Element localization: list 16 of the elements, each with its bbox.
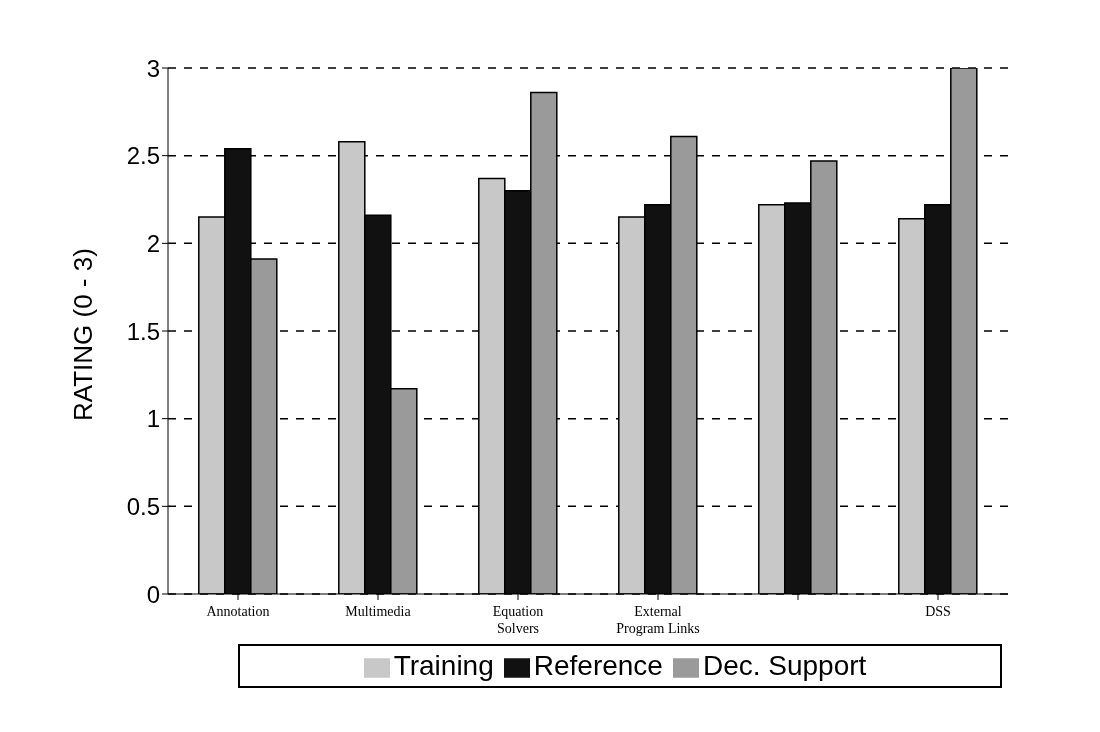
x-tick-label: Annotation	[206, 604, 270, 619]
y-tick-label: 3	[146, 54, 160, 82]
legend-label: Reference	[533, 650, 663, 681]
y-tick-label: 1	[146, 405, 160, 433]
y-tick-label: 1.5	[126, 317, 160, 345]
y-tick-label: 2.5	[126, 142, 160, 170]
legend-label: Dec. Support	[702, 650, 867, 681]
x-tick-label: DSS	[925, 604, 951, 619]
y-tick-label: 0.5	[126, 492, 160, 520]
x-tick-label: External Program Links	[616, 604, 700, 636]
x-tick-label: Equation Solvers	[492, 604, 544, 636]
x-tick-label: Multimedia	[345, 604, 412, 619]
y-tick-label: 0	[146, 580, 160, 608]
y-tick-label: 2	[146, 229, 160, 257]
y-axis-title: RATING (0 - 3)	[68, 248, 99, 421]
legend-label: Training	[393, 650, 494, 681]
